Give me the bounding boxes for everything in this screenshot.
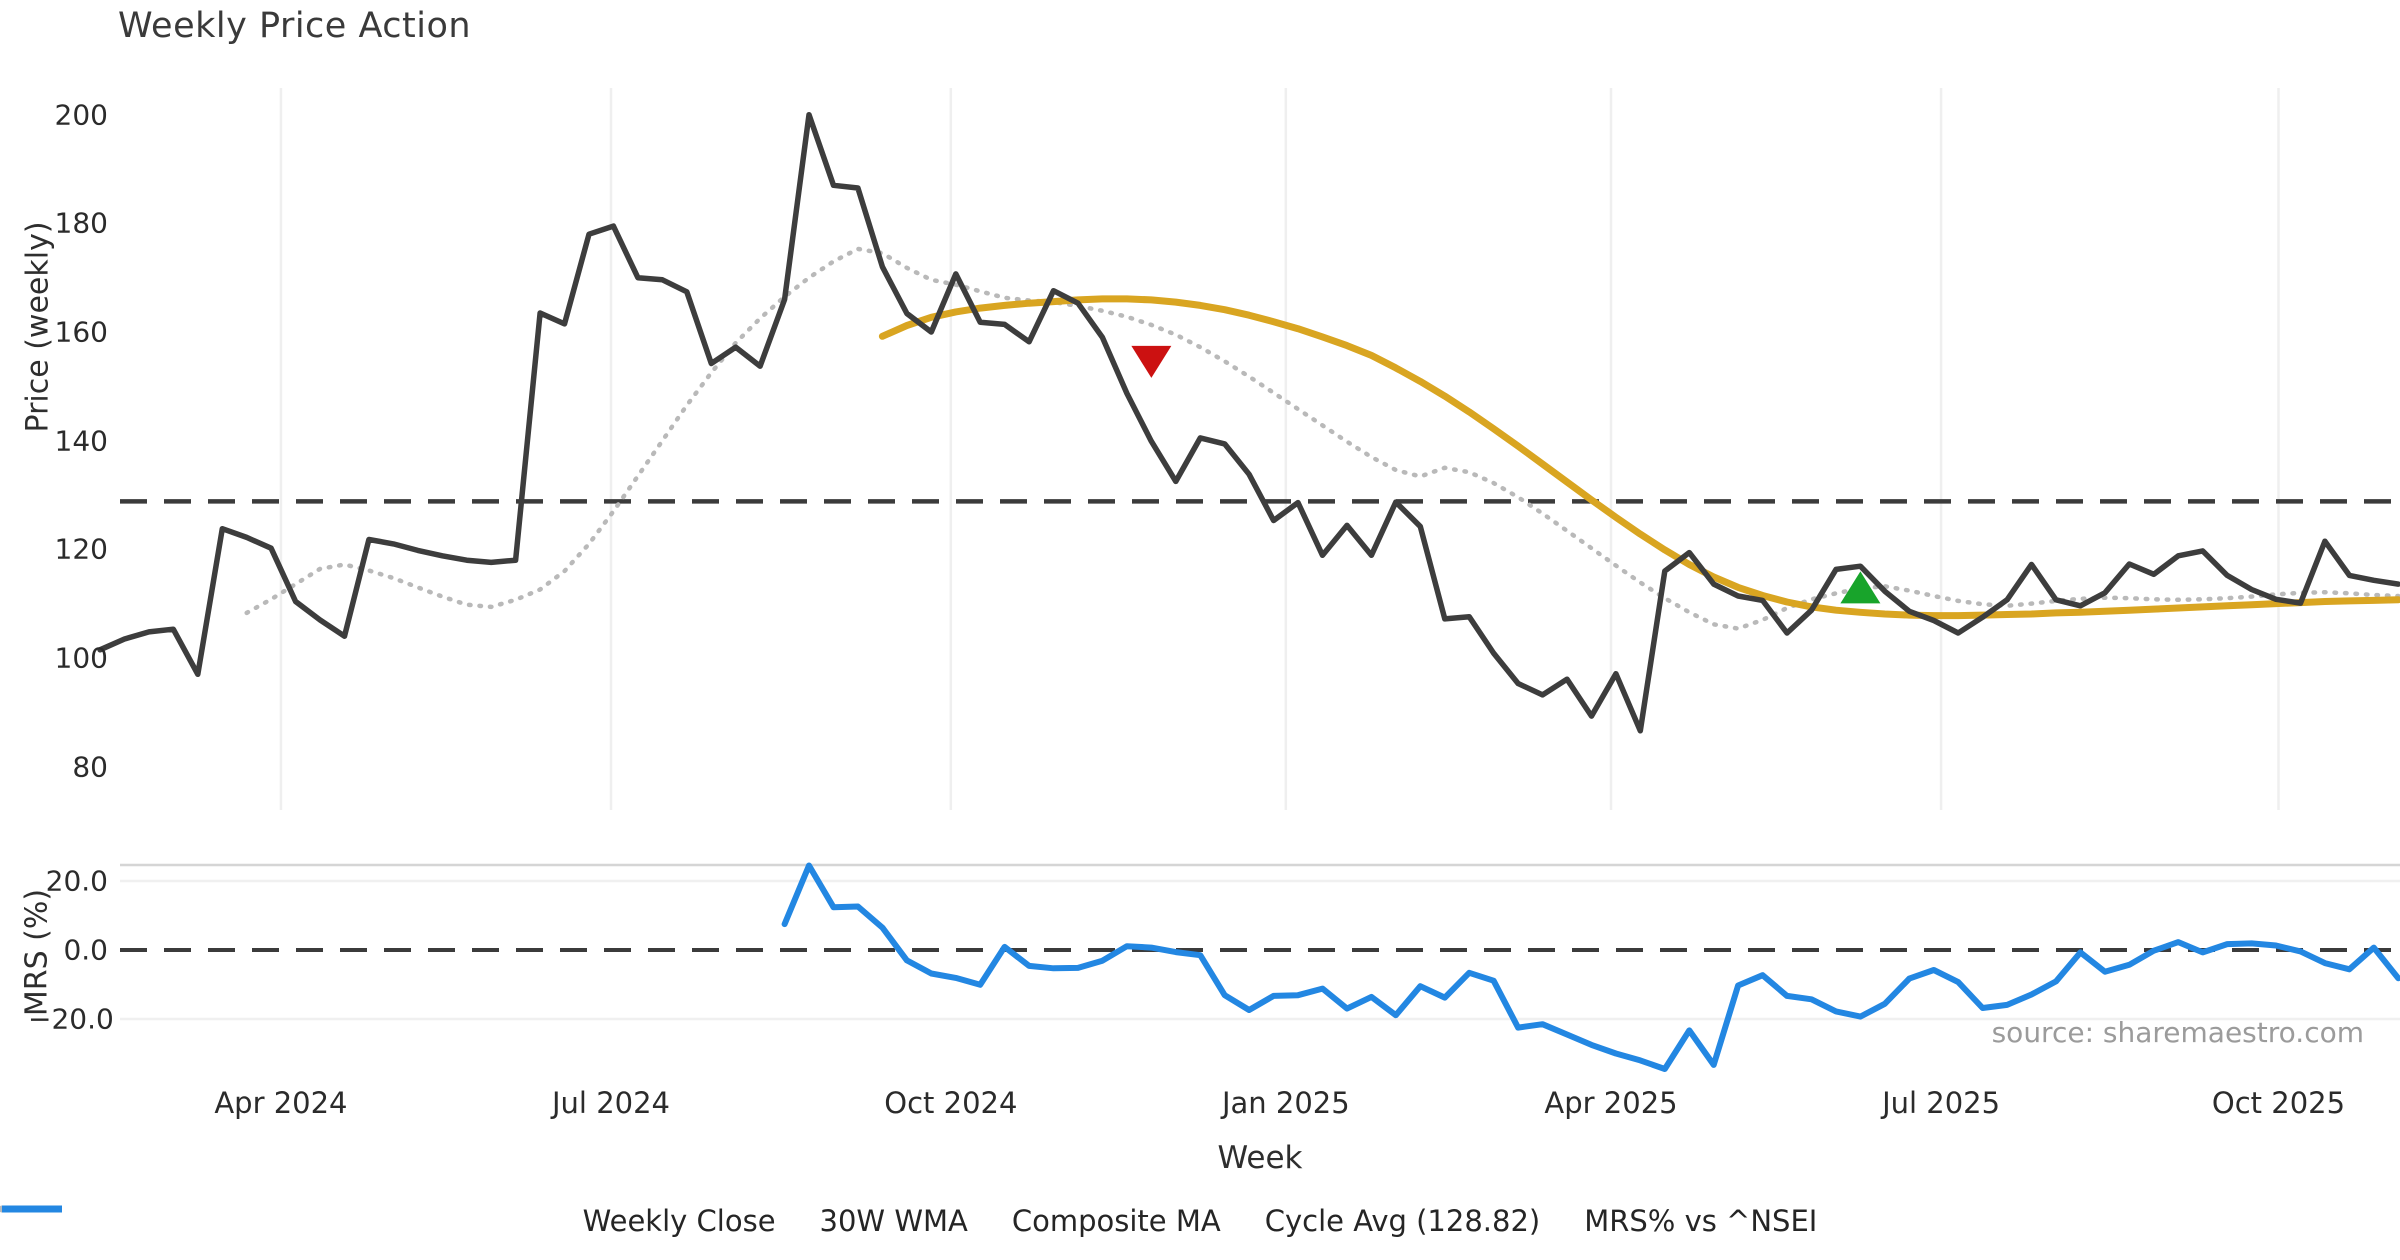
mrs-line xyxy=(781,862,2400,1072)
mrs-tick: −20.0 xyxy=(28,1002,114,1036)
x-tick: Jul 2025 xyxy=(1882,1086,2001,1120)
chart-title: Weekly Price Action xyxy=(118,6,472,46)
sell-signal-marker xyxy=(1131,345,1172,378)
x-axis-title: Week xyxy=(1217,1140,1303,1176)
legend-item: Composite MA xyxy=(0,1204,1221,1238)
legend-item: MRS% vs ^NSEI xyxy=(2,1204,1818,1238)
wma-30w-line xyxy=(878,295,2400,620)
legend-label: Composite MA xyxy=(1011,1204,1221,1238)
price-tick-200: 200 xyxy=(54,98,108,132)
x-tick: Oct 2025 xyxy=(2211,1086,2346,1120)
price-tick-80: 80 xyxy=(72,750,108,784)
x-tick: Oct 2024 xyxy=(884,1086,1018,1120)
price-tick-100: 100 xyxy=(54,641,108,675)
source-note: source: sharemaestro.com xyxy=(1991,1016,2364,1049)
legend-item: Cycle Avg (128.82) xyxy=(2,1204,1541,1238)
legend-swatch-solid-icon xyxy=(2,1205,62,1213)
x-tick: Jan 2025 xyxy=(1221,1086,1350,1120)
legend-item: 30W WMA xyxy=(2,1204,968,1238)
legend-label: Cycle Avg (128.82) xyxy=(1264,1204,1541,1238)
mrs-tick: 0.0 xyxy=(63,933,108,967)
legend-label: Weekly Close xyxy=(582,1204,776,1238)
chart-legend: Weekly Close 30W WMA Composite MA Cycle Avg… xyxy=(0,1204,2400,1238)
legend-label: 30W WMA xyxy=(819,1204,968,1238)
x-tick: Apr 2025 xyxy=(1544,1086,1678,1120)
price-tick-120: 120 xyxy=(54,532,108,566)
price-tick-140: 140 xyxy=(54,424,108,458)
price-tick-160: 160 xyxy=(54,315,108,349)
price-tick-180: 180 xyxy=(54,206,108,240)
legend-item: Weekly Close xyxy=(2,1204,776,1238)
mrs-tick: 20.0 xyxy=(45,864,108,898)
buy-signal-marker xyxy=(1840,571,1881,604)
x-tick: Apr 2024 xyxy=(214,1086,348,1120)
legend-label: MRS% vs ^NSEI xyxy=(1584,1204,1818,1238)
composite-ma-line xyxy=(244,246,2400,631)
x-tick: Jul 2024 xyxy=(551,1086,671,1120)
weekly-close-line xyxy=(97,111,2400,734)
